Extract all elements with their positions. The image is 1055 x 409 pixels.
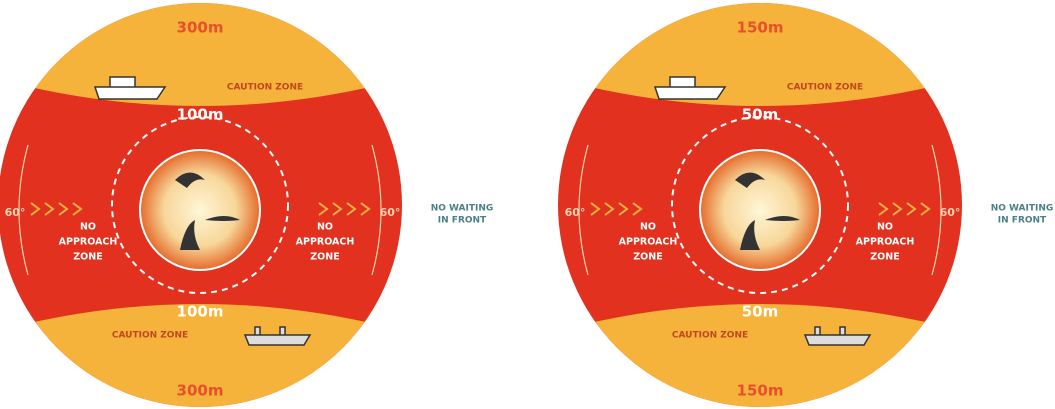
caution-label-bottom: CAUTION ZONE [112,331,188,341]
outer-distance-top: 300m [177,19,224,37]
inner-distance-top: 50m [742,106,779,124]
no-waiting-label: IN FRONT [438,216,487,226]
approach-chevron [906,202,917,216]
approach-chevron [318,202,329,216]
angle-right: 60° [380,206,401,219]
animal-area [139,149,261,271]
approach-chevron [58,202,69,216]
angle-left: 60° [5,206,26,219]
approach-chevron [346,202,357,216]
approach-chevron [878,202,889,216]
angle-arc [371,144,382,276]
approach-chevron [30,202,41,216]
boat-top [653,76,727,100]
no-approach-label: APPROACH [856,237,915,248]
approach-chevron [618,202,629,216]
inner-distance-bottom: 100m [177,303,224,321]
approach-chevron [72,202,83,216]
caution-label-top: CAUTION ZONE [787,83,863,93]
inner-distance-top: 100m [177,106,224,124]
approach-chevron [632,202,643,216]
animal [740,220,760,250]
inner-distance-bottom: 50m [742,303,779,321]
angle-left: 60° [565,206,586,219]
outer-distance-top: 150m [737,19,784,37]
no-waiting-label: NO WAITING [431,204,494,214]
caution-zone-top [558,3,962,106]
no-waiting-label: NO WAITING [991,204,1054,214]
outer-distance-bottom: 300m [177,382,224,400]
animal-area [699,149,821,271]
approach-chevron [332,202,343,216]
no-approach-label: NO [317,222,333,233]
no-approach-label: ZONE [870,252,899,263]
caution-zone-top [0,3,402,106]
no-approach-label: ZONE [310,252,339,263]
zone-diagram: 150m CAUTION ZONE 50m 50m CAUTION ZONE 150m 60… [558,3,1054,407]
angle-arc [578,144,589,276]
approach-chevron [590,202,601,216]
no-waiting-label: IN FRONT [998,216,1047,226]
no-approach-label: APPROACH [59,237,118,248]
boat-top [93,76,167,100]
approach-chevron [920,202,931,216]
animal [205,216,240,221]
no-approach-label: APPROACH [296,237,355,248]
approach-chevron [44,202,55,216]
boat-bottom [803,326,872,346]
angle-arc [931,144,942,276]
boundary-dashed [671,116,849,294]
animal [175,172,205,188]
animal [180,220,200,250]
zone-diagram: 300m CAUTION ZONE 100m 100m CAUTION ZONE 300m… [0,3,494,407]
outer-distance-bottom: 150m [737,382,784,400]
no-approach-label: NO [877,222,893,233]
angle-right: 60° [940,206,961,219]
approach-chevron [892,202,903,216]
boundary-dashed [111,116,289,294]
approach-chevron [360,202,371,216]
animal [765,216,800,221]
no-approach-label: NO [80,222,96,233]
caution-label-bottom: CAUTION ZONE [672,331,748,341]
no-approach-label: ZONE [633,252,662,263]
animal [735,172,765,188]
approach-chevron [604,202,615,216]
no-approach-label: NO [640,222,656,233]
angle-arc [18,144,29,276]
no-approach-label: APPROACH [619,237,678,248]
boat-bottom [243,326,312,346]
no-approach-label: ZONE [73,252,102,263]
caution-label-top: CAUTION ZONE [227,83,303,93]
